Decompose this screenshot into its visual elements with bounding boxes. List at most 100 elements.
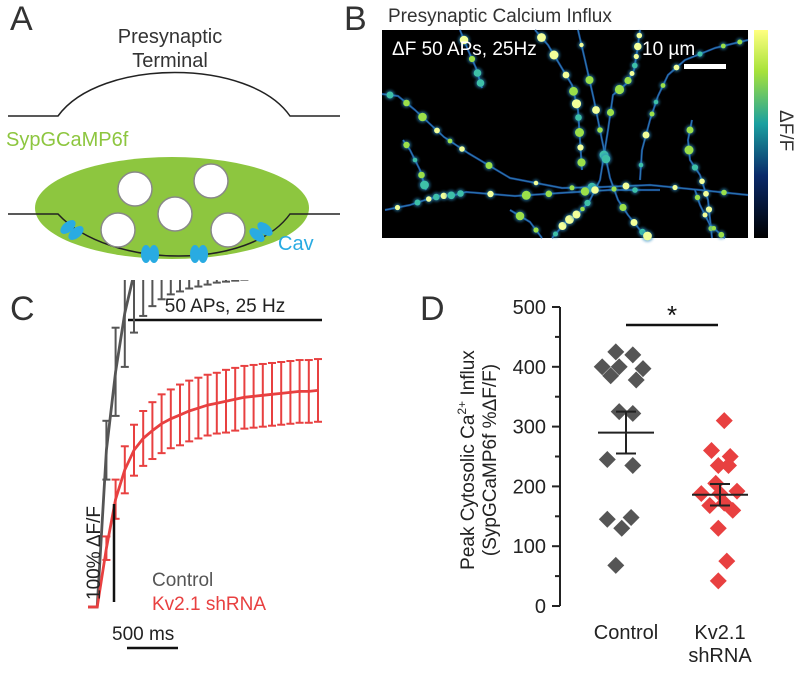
punctum: [720, 43, 726, 49]
colorbar-label: ΔF/F: [775, 110, 796, 151]
data-point: [718, 552, 736, 570]
data-point: [715, 412, 733, 430]
punctum: [636, 32, 643, 39]
overlay-label: ΔF 50 APs, 25Hz: [392, 39, 537, 60]
data-point: [692, 485, 710, 503]
data-point: [709, 572, 727, 590]
traces: [88, 138, 322, 609]
xtick-control: Control: [594, 622, 658, 644]
punctum: [571, 99, 582, 109]
xtick-shrna-line2: shRNA: [688, 645, 752, 667]
punctum: [597, 127, 603, 133]
punctum: [634, 42, 642, 51]
punctum: [629, 71, 635, 76]
punctum: [584, 199, 591, 207]
panel-d: D Peak Cytosolic Ca2+ Influx (SypGCaMP6f…: [380, 280, 796, 669]
punctum: [686, 126, 694, 134]
punctum: [591, 186, 599, 194]
scalebar: [684, 64, 726, 69]
data-point: [624, 456, 642, 474]
significance-star: *: [667, 300, 677, 330]
punctum: [403, 141, 410, 149]
punctum: [418, 112, 427, 122]
punctum: [533, 227, 539, 233]
punctum: [601, 154, 611, 164]
scalebar-label: 10 µm: [642, 39, 695, 60]
xtick-shrna-line1: Kv2.1: [694, 622, 745, 644]
colorbar: [754, 30, 768, 238]
punctum: [606, 108, 615, 117]
punctum: [580, 206, 585, 212]
panel-a: A Presynaptic Terminal SypGCaMP6f Cav: [0, 0, 380, 280]
punctum: [459, 35, 469, 45]
data-point: [720, 456, 737, 474]
data-point: [624, 346, 642, 364]
terminal-label-line1: Presynaptic: [118, 26, 223, 48]
ylabel-line2: (SypGCaMP6f %ΔF/F): [480, 364, 501, 556]
punctum: [403, 99, 410, 107]
trace-shrna: [88, 389, 319, 609]
punctum: [418, 171, 425, 179]
punctum: [694, 194, 701, 201]
channel-icon: [257, 222, 273, 236]
punctum: [473, 69, 482, 77]
punctum: [619, 203, 627, 212]
panel-c: C 50 APs, 25 Hz 100% ΔF/F 500 ms Control…: [0, 138, 380, 669]
panel-d-letter: D: [420, 290, 445, 328]
punctum: [569, 185, 575, 191]
y-axis-title: Peak Cytosolic Ca2+ Influx (SypGCaMP6f %…: [455, 350, 501, 570]
punctum: [632, 187, 638, 193]
panel-b-letter: B: [344, 0, 367, 38]
y-scalebar-label: 100% ΔF/F: [84, 506, 105, 600]
data-point: [701, 497, 719, 515]
data-point: [598, 451, 616, 468]
neurite-core: [534, 29, 583, 171]
channel-icon: [60, 220, 76, 234]
punctum: [476, 79, 485, 87]
trace-control: [88, 206, 318, 609]
data-points: [593, 343, 748, 590]
channel-icon: [141, 245, 151, 263]
ylabel-main: Peak Cytosolic Ca: [458, 414, 479, 570]
terminal-label-line2: Terminal: [132, 50, 208, 72]
punctum: [459, 146, 465, 152]
punctum: [624, 76, 632, 85]
data-point: [703, 442, 720, 460]
terminal-diagram: A Presynaptic Terminal SypGCaMP6f Cav: [6, 0, 340, 263]
legend-control: Control: [152, 570, 213, 591]
punctum: [633, 53, 639, 60]
punctum: [386, 91, 394, 99]
legend-shrna: Kv2.1 shRNA: [152, 594, 266, 615]
punctum: [447, 191, 456, 200]
ylabel-tail: Influx: [458, 350, 479, 401]
data-point: [622, 509, 640, 526]
punctum: [705, 206, 713, 213]
data-point: [709, 456, 727, 474]
punctum: [672, 184, 678, 191]
punctum: [673, 64, 680, 71]
punctum: [434, 127, 440, 134]
panel-b: B Presynaptic Calcium Influx ΔF 50 APs, …: [340, 0, 796, 260]
y-tick-label: 300: [513, 417, 546, 439]
punctum: [569, 86, 578, 96]
channel-icon: [190, 245, 200, 263]
punctum: [691, 164, 699, 171]
data-point: [607, 343, 625, 361]
terminal-membrane-top: [8, 71, 340, 117]
y-tick-label: 200: [513, 476, 546, 498]
calcium-image: B Presynaptic Calcium Influx ΔF 50 APs, …: [344, 0, 796, 242]
channel-icon: [198, 245, 208, 263]
punctum: [537, 33, 546, 42]
indicator-label: SypGCaMP6f: [6, 129, 129, 151]
punctum: [440, 192, 447, 199]
punctum: [697, 51, 703, 57]
y-tick-label: 0: [535, 596, 546, 618]
punctum: [643, 231, 652, 241]
data-point: [607, 556, 625, 574]
punctum: [558, 222, 567, 230]
punctum: [457, 190, 464, 197]
punctum: [579, 42, 584, 48]
punctum: [711, 226, 717, 231]
punctum: [614, 84, 625, 95]
punctum: [632, 62, 638, 69]
